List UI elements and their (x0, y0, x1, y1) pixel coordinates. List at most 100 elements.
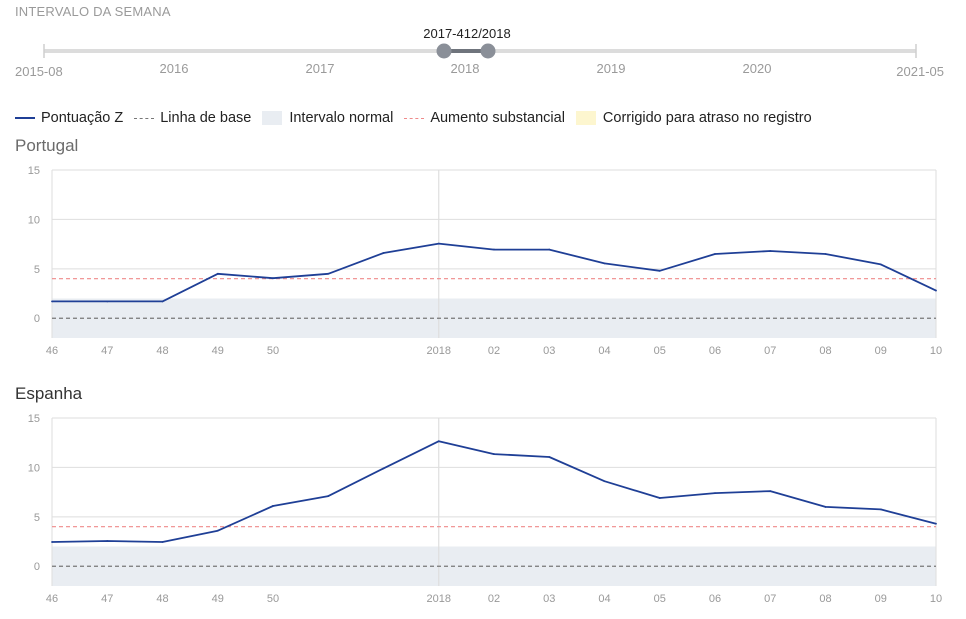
x-tick-label: 09 (875, 593, 887, 605)
z-score-point (548, 456, 551, 458)
z-score-swatch (15, 117, 35, 119)
x-tick-label: 50 (267, 593, 279, 605)
z-score-point (106, 540, 109, 542)
z-score-point (879, 508, 882, 511)
z-score-point (161, 300, 164, 303)
x-tick-label: 06 (709, 345, 721, 357)
x-tick-label: 04 (598, 593, 610, 605)
x-tick-label: 48 (156, 345, 168, 357)
z-score-point (769, 490, 772, 493)
y-tick-label: 10 (28, 462, 40, 474)
legend-item-corrected[interactable]: Corrigido para atraso no registro (575, 110, 812, 126)
z-score-point (327, 495, 330, 497)
x-tick-label: 10 (930, 593, 942, 605)
y-tick-label: 0 (34, 561, 40, 573)
z-score-point (437, 242, 440, 245)
x-tick-label: 49 (212, 345, 224, 357)
z-score-point (437, 440, 440, 443)
x-tick-label: 49 (212, 593, 224, 605)
slider-year-tick: 2016 (160, 61, 189, 76)
legend-label-corrected: Corrigido para atraso no registro (602, 110, 812, 126)
z-score-point (493, 453, 495, 455)
x-tick-label: 50 (267, 345, 279, 357)
slider-year-tick: 2017 (306, 61, 335, 76)
week-range-label: INTERVALO DA SEMANA (15, 4, 171, 19)
z-score-point (272, 277, 274, 280)
z-score-point (216, 529, 219, 532)
z-score-point (658, 269, 661, 272)
z-score-point (769, 250, 772, 252)
x-tick-label: 03 (543, 345, 555, 357)
corrected-swatch (575, 111, 596, 125)
legend-item-substantial-increase[interactable]: Aumento substancial (404, 110, 565, 126)
slider-handle-start[interactable] (436, 43, 452, 59)
slider-min-label: 2015-08 (15, 64, 63, 79)
z-score-point (824, 253, 827, 255)
legend-item-z-score[interactable]: Pontuação Z (15, 110, 123, 126)
x-tick-label: 47 (101, 593, 113, 605)
z-score-point (382, 252, 385, 254)
legend: Pontuação Z Linha de base Intervalo norm… (15, 108, 823, 128)
x-tick-label: 10 (930, 345, 942, 357)
z-score-point (935, 522, 937, 525)
x-tick-label: 06 (709, 593, 721, 605)
week-range-slider[interactable]: 2017-412/2018 2015-08 2021-05 2016 2017 … (0, 22, 966, 82)
legend-item-baseline[interactable]: Linha de base (134, 110, 251, 126)
legend-label-z-score: Pontuação Z (41, 110, 124, 126)
x-tick-label: 48 (156, 593, 168, 605)
z-score-point (714, 492, 716, 495)
z-score-point (382, 467, 385, 470)
x-tick-label: 05 (654, 345, 666, 357)
baseline-swatch (134, 117, 155, 119)
x-tick-label: 02 (488, 345, 500, 357)
x-tick-label: 09 (875, 345, 887, 357)
z-score-point (603, 480, 606, 483)
z-score-point (935, 289, 937, 292)
chart-title-portugal: Portugal (15, 136, 79, 155)
z-score-point (51, 541, 53, 543)
z-score-point (216, 272, 219, 275)
z-score-point (327, 272, 330, 275)
z-score-point (603, 262, 606, 265)
slider-year-tick: 2018 (451, 61, 480, 76)
chart-title-espanha: Espanha (15, 384, 83, 403)
z-score-point (658, 497, 661, 499)
legend-label-baseline: Linha de base (160, 110, 252, 126)
slider-range-text: 2017-412/2018 (423, 26, 510, 41)
y-tick-label: 10 (28, 214, 40, 226)
slider-handle-end[interactable] (480, 43, 496, 59)
legend-label-substantial-increase: Aumento substancial (430, 110, 565, 126)
x-tick-label: 08 (819, 345, 831, 357)
x-tick-label: 04 (598, 345, 610, 357)
z-score-point (272, 505, 274, 507)
z-score-point (548, 248, 551, 251)
legend-item-normal-range[interactable]: Intervalo normal (262, 110, 393, 126)
slider-max-label: 2021-05 (896, 64, 944, 79)
x-tick-label: 08 (819, 593, 831, 605)
x-tick-label: 2018 (427, 345, 451, 357)
normal-range-swatch (262, 111, 283, 125)
y-tick-label: 15 (28, 165, 40, 177)
legend-label-normal-range: Intervalo normal (289, 110, 394, 126)
z-score-point (879, 263, 882, 266)
z-score-point (161, 541, 164, 543)
z-score-point (493, 248, 495, 251)
x-tick-label: 46 (46, 345, 58, 357)
z-score-point (51, 300, 53, 303)
z-score-point (714, 253, 716, 255)
x-tick-label: 03 (543, 593, 555, 605)
x-tick-label: 05 (654, 593, 666, 605)
y-tick-label: 15 (28, 413, 40, 425)
y-tick-label: 5 (34, 512, 40, 524)
z-score-point (106, 300, 109, 303)
z-score-point (824, 506, 827, 508)
y-tick-label: 0 (34, 313, 40, 325)
x-tick-label: 47 (101, 345, 113, 357)
x-tick-label: 07 (764, 593, 776, 605)
slider-year-tick: 2019 (597, 61, 626, 76)
x-tick-label: 07 (764, 345, 776, 357)
y-tick-label: 5 (34, 264, 40, 276)
z-score-line (52, 242, 937, 303)
